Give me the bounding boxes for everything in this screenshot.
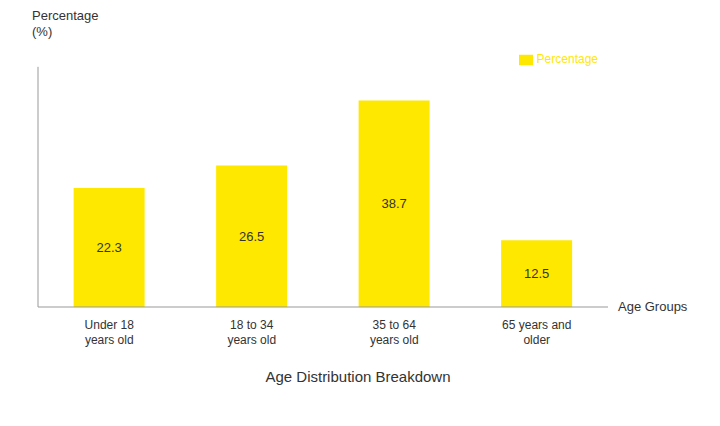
svg-text:26.5: 26.5 [239,229,264,244]
svg-text:38.7: 38.7 [381,196,406,211]
html-text:Age Distribution Breakdown: Age Distribution Breakdown [265,368,451,385]
svg-text:12.5: 12.5 [524,266,549,281]
svg-text:18 to 34years old: 18 to 34years old [227,318,276,347]
svg-text:Under 18years old: Under 18years old [85,318,135,347]
svg-text:65 years andolder: 65 years andolder [502,318,571,347]
svg-text:35 to 64years old: 35 to 64years old [370,318,419,347]
svg-text:Age Groups: Age Groups [618,299,688,314]
svg-text:22.3: 22.3 [96,240,121,255]
html-text:Percentage: Percentage [32,8,99,23]
html-text:Percentage: Percentage [536,52,598,66]
